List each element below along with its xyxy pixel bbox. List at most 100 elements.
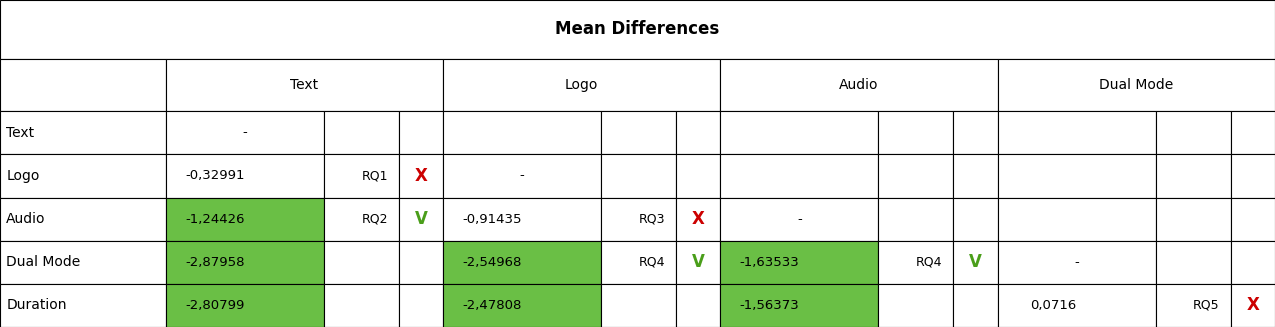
Text: RQ4: RQ4 — [915, 256, 942, 269]
Bar — [399, 154, 444, 198]
Bar — [324, 198, 399, 241]
Text: V: V — [969, 253, 982, 271]
Bar — [954, 154, 997, 198]
Text: Duration: Duration — [6, 299, 66, 312]
Bar — [954, 198, 997, 241]
Bar — [676, 111, 720, 154]
Bar — [878, 284, 954, 327]
Bar — [720, 284, 878, 327]
Text: Dual Mode: Dual Mode — [1099, 78, 1173, 92]
Text: Mean Differences: Mean Differences — [556, 20, 719, 39]
Bar — [601, 198, 676, 241]
Bar — [997, 111, 1155, 154]
Bar — [1230, 241, 1275, 284]
Bar — [676, 284, 720, 327]
Bar — [324, 241, 399, 284]
Text: RQ5: RQ5 — [1193, 299, 1220, 312]
Bar — [1230, 111, 1275, 154]
Bar — [0, 284, 166, 327]
Bar — [676, 241, 720, 284]
Bar — [166, 198, 324, 241]
Text: RQ4: RQ4 — [639, 256, 666, 269]
Bar — [1155, 198, 1230, 241]
Text: -0,32991: -0,32991 — [185, 169, 245, 182]
Bar — [1230, 198, 1275, 241]
Text: RQ1: RQ1 — [361, 169, 388, 182]
Text: -: - — [1075, 256, 1079, 269]
Bar — [0, 198, 166, 241]
Bar — [601, 241, 676, 284]
Text: -2,47808: -2,47808 — [463, 299, 521, 312]
Bar — [954, 284, 997, 327]
Bar — [1155, 241, 1230, 284]
Text: X: X — [692, 210, 705, 228]
Bar — [444, 59, 720, 111]
Text: -: - — [797, 213, 802, 226]
Text: X: X — [1247, 296, 1260, 315]
Bar — [324, 154, 399, 198]
Text: -1,63533: -1,63533 — [740, 256, 799, 269]
Text: -1,56373: -1,56373 — [740, 299, 799, 312]
Text: Audio: Audio — [839, 78, 878, 92]
Text: 0,0716: 0,0716 — [1030, 299, 1076, 312]
Bar — [399, 241, 444, 284]
Text: X: X — [414, 167, 427, 185]
Bar — [166, 59, 444, 111]
Text: -2,80799: -2,80799 — [185, 299, 245, 312]
Text: Text: Text — [291, 78, 319, 92]
Bar — [601, 111, 676, 154]
Bar — [997, 154, 1155, 198]
Bar — [399, 284, 444, 327]
Bar — [676, 154, 720, 198]
Bar — [444, 154, 601, 198]
Text: Audio: Audio — [6, 212, 46, 226]
Bar — [997, 241, 1155, 284]
Text: Logo: Logo — [565, 78, 598, 92]
Text: -1,24426: -1,24426 — [185, 213, 245, 226]
Bar — [720, 111, 878, 154]
Bar — [444, 111, 601, 154]
Text: Dual Mode: Dual Mode — [6, 255, 80, 269]
Text: -: - — [242, 126, 247, 139]
Bar — [166, 284, 324, 327]
Bar — [1230, 154, 1275, 198]
Bar — [878, 111, 954, 154]
Bar — [0, 59, 166, 111]
Bar — [676, 198, 720, 241]
Bar — [997, 59, 1275, 111]
Bar — [399, 198, 444, 241]
Bar — [399, 111, 444, 154]
Bar — [166, 111, 324, 154]
Text: V: V — [692, 253, 705, 271]
Bar — [1230, 284, 1275, 327]
Text: -: - — [520, 169, 524, 182]
Bar — [166, 154, 324, 198]
Bar — [997, 284, 1155, 327]
Bar — [0, 241, 166, 284]
Text: -0,91435: -0,91435 — [463, 213, 521, 226]
Bar — [166, 241, 324, 284]
Bar — [601, 154, 676, 198]
Bar — [720, 59, 997, 111]
Text: RQ3: RQ3 — [639, 213, 666, 226]
Bar — [1155, 284, 1230, 327]
Bar — [324, 284, 399, 327]
Bar — [0, 0, 1275, 59]
Text: -2,87958: -2,87958 — [185, 256, 245, 269]
Bar — [444, 241, 601, 284]
Bar — [601, 284, 676, 327]
Bar — [878, 241, 954, 284]
Bar — [0, 111, 166, 154]
Text: V: V — [414, 210, 427, 228]
Bar — [720, 241, 878, 284]
Bar — [0, 154, 166, 198]
Text: Text: Text — [6, 126, 34, 140]
Bar — [444, 284, 601, 327]
Text: Logo: Logo — [6, 169, 40, 183]
Bar — [997, 198, 1155, 241]
Bar — [444, 198, 601, 241]
Bar — [878, 198, 954, 241]
Bar — [1155, 154, 1230, 198]
Bar — [720, 198, 878, 241]
Text: -2,54968: -2,54968 — [463, 256, 521, 269]
